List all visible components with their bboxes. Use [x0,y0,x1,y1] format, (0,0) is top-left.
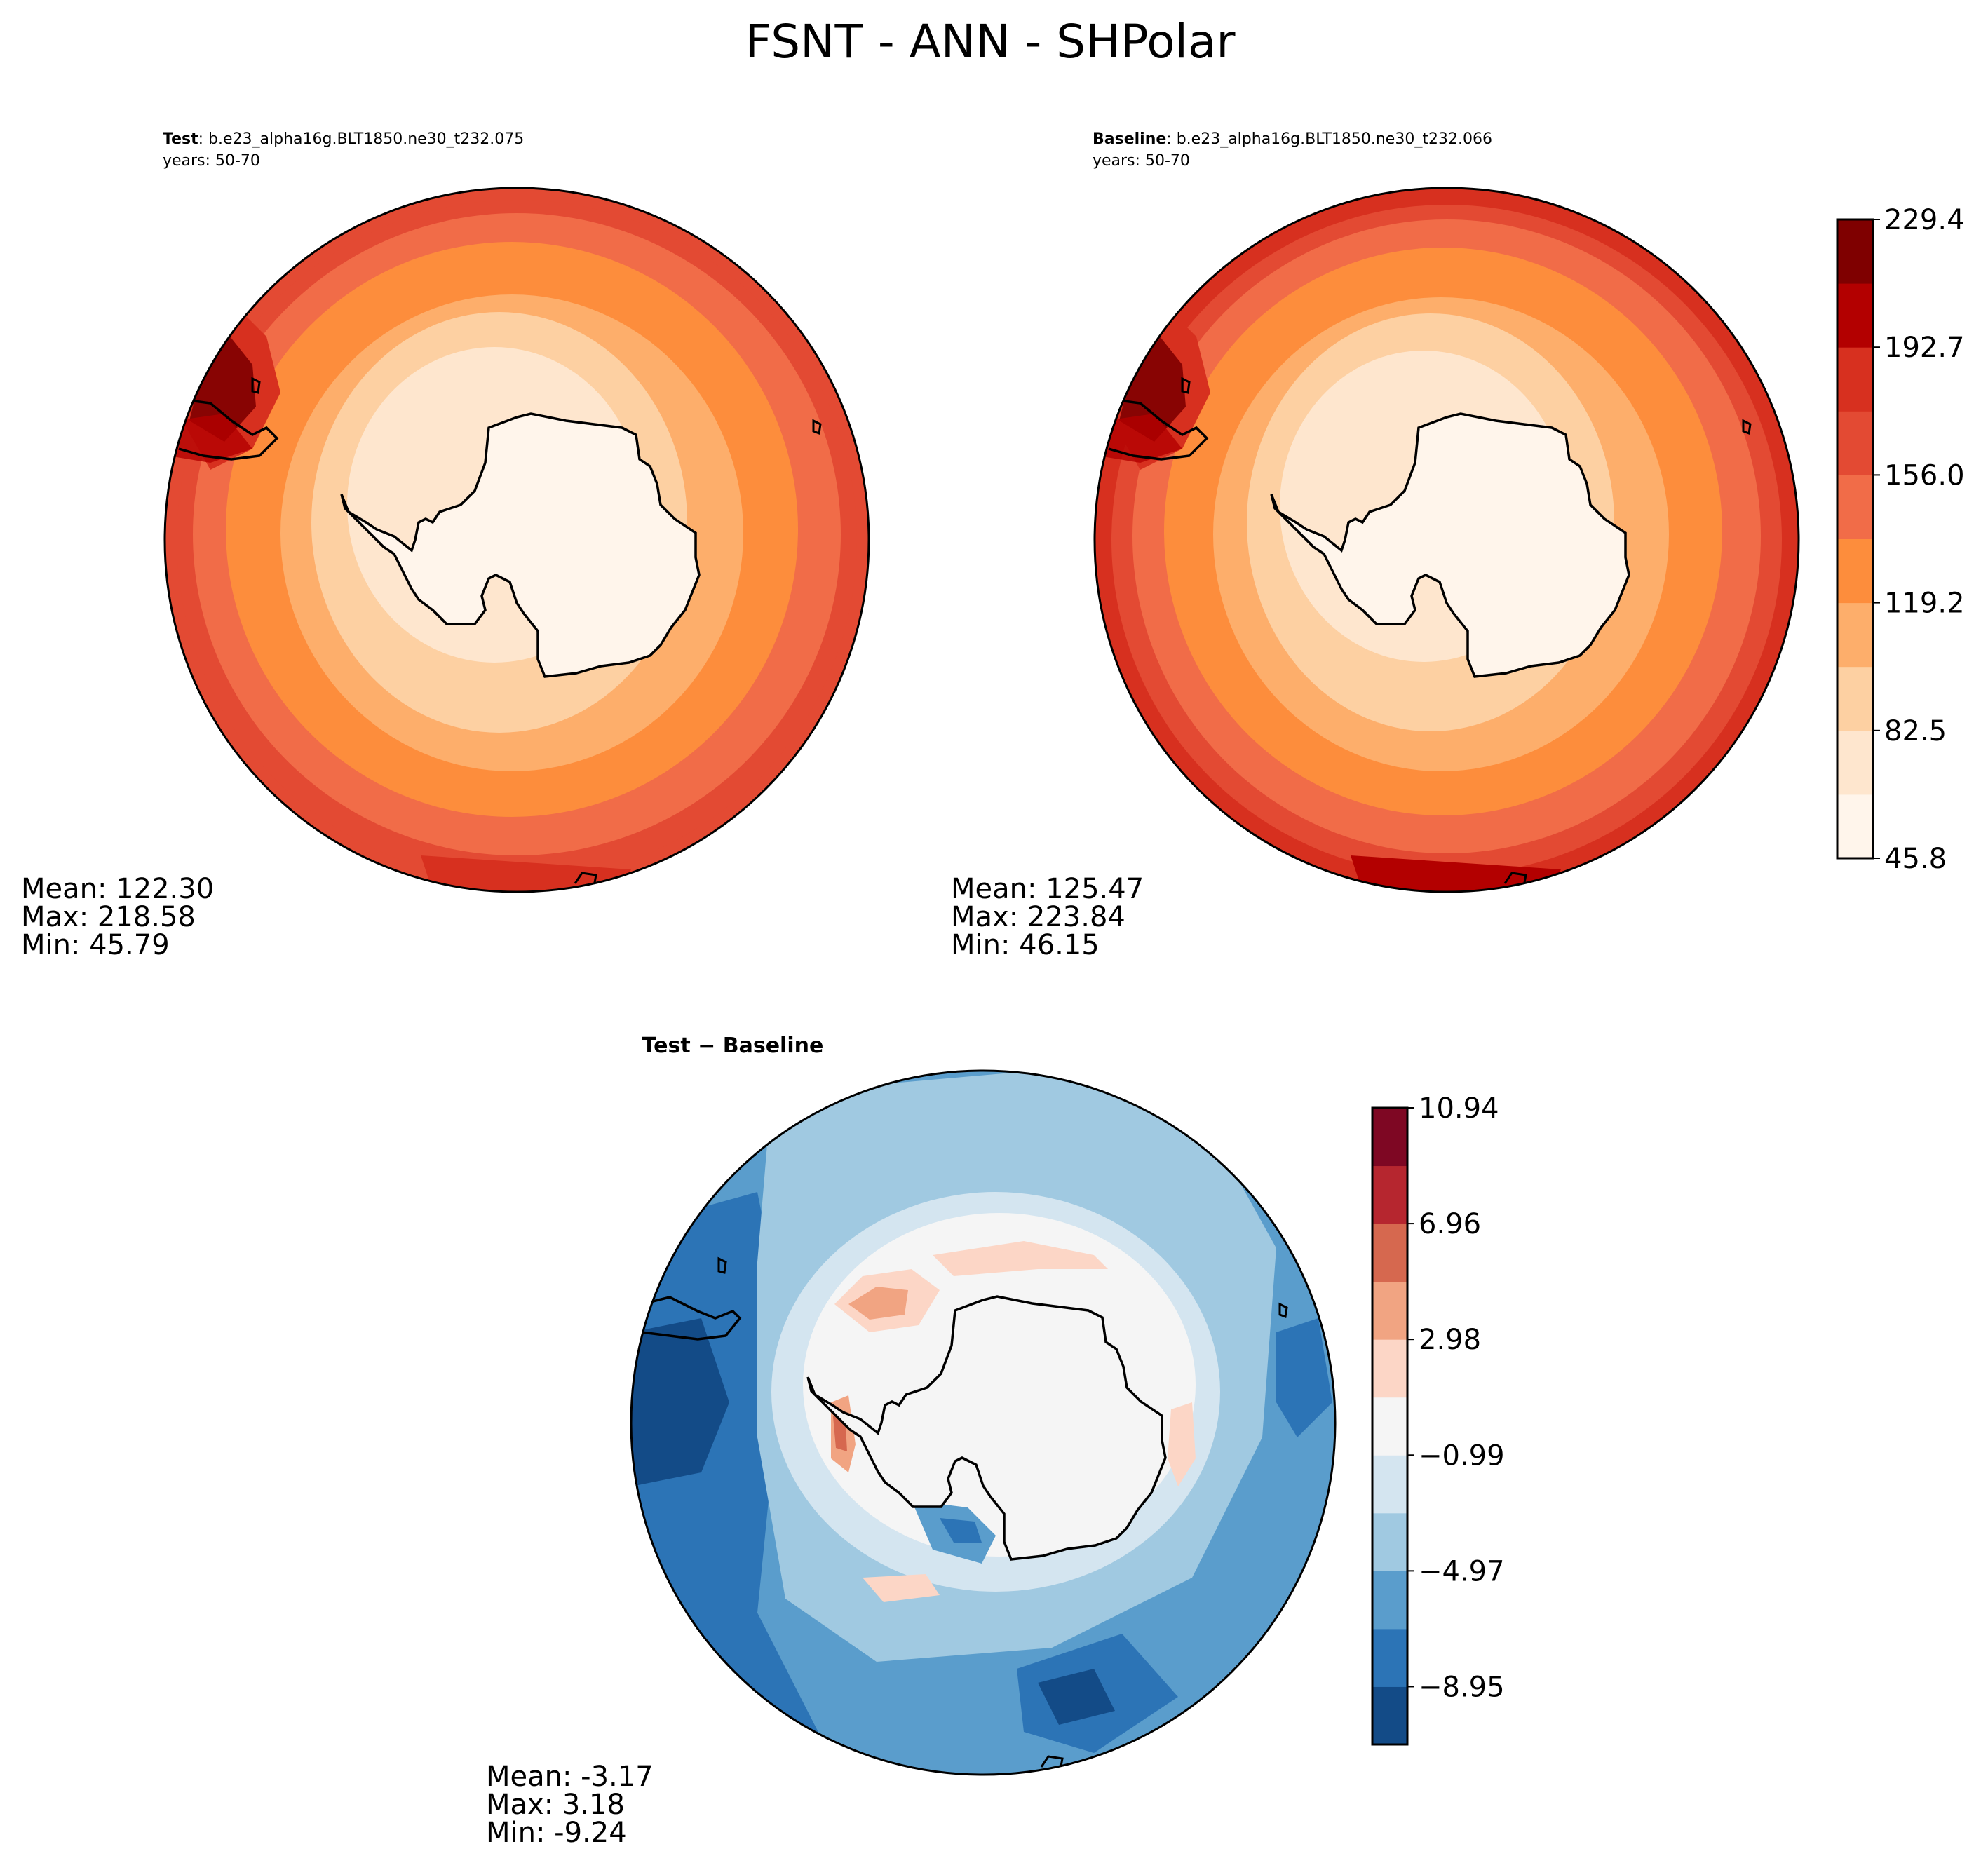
diff-colorbar: −8.95 −4.97 −0.99 2.98 6.96 10.94 [1371,1092,1505,1746]
colorbar-tick-label: 6.96 [1419,1208,1481,1240]
colorbar-segment [1837,219,1873,284]
colorbar-tick-label: 45.8 [1884,843,1947,875]
colorbar-segment [1372,1571,1407,1630]
diff-mean: Mean: -3.17 [486,1761,654,1793]
colorbar-tick-label: 2.98 [1419,1324,1481,1356]
baseline-map-border [1093,187,1800,893]
colorbar-tick-label: 192.7 [1884,332,1965,364]
figure-title: FSNT - ANN - SHPolar [745,15,1236,69]
colorbar-segment [1837,538,1873,604]
baseline-max: Max: 223.84 [951,901,1125,933]
colorbar-segment [1372,1686,1407,1745]
colorbar-tick-label: 229.4 [1884,204,1965,236]
colorbar-segment [1372,1281,1407,1340]
colorbar-tick-label: −4.97 [1419,1555,1505,1587]
colorbar-segment [1837,347,1873,412]
baseline-mean: Mean: 125.47 [951,873,1144,905]
test-mean: Mean: 122.30 [21,873,214,905]
test-map-border [163,187,870,893]
colorbar-segment [1837,602,1873,668]
test-panel: Test: b.e23_alpha16g.BLT1850.ne30_t232.0… [21,130,870,961]
colorbar-frame [1371,1106,1409,1746]
test-min: Min: 45.79 [21,929,170,961]
colorbar-segment [1372,1455,1407,1514]
colorbar-segment [1837,794,1873,859]
diff-panel-header: Test − Baseline [642,1034,824,1058]
colorbar-tick-label: 156.0 [1884,459,1965,492]
colorbar-tick-label: −0.99 [1419,1439,1505,1472]
colorbar-tick-label: 82.5 [1884,715,1947,747]
colorbar-segment [1372,1512,1407,1571]
diff-min: Min: -9.24 [486,1817,627,1849]
colorbar-segment [1372,1165,1407,1224]
colorbar-segment [1837,666,1873,731]
colorbar-segment [1837,411,1873,475]
diff-panel: Test − Baseline [486,1034,1337,1849]
colorbar-segment [1837,475,1873,539]
colorbar-segment [1372,1224,1407,1282]
test-panel-years: years: 50-70 [163,152,260,170]
field-colorbar: 45.8 82.5 119.2 156.0 192.7 229.4 [1836,204,1965,875]
diff-map-border [630,1069,1337,1776]
baseline-map [1095,188,1799,892]
colorbar-tick-label: 10.94 [1419,1092,1499,1125]
colorbar-segment [1372,1339,1407,1398]
colorbar-segment [1372,1397,1407,1456]
test-max: Max: 218.58 [21,901,196,933]
baseline-min: Min: 46.15 [951,929,1100,961]
test-map [165,188,869,892]
diff-max: Max: 3.18 [486,1789,625,1821]
colorbar-tick-label: 119.2 [1884,588,1965,620]
baseline-panel-header: Baseline: b.e23_alpha16g.BLT1850.ne30_t2… [1093,130,1492,148]
baseline-panel-years: years: 50-70 [1093,152,1190,170]
colorbar-segment [1837,283,1873,348]
diff-map [631,1071,1335,1775]
baseline-panel: Baseline: b.e23_alpha16g.BLT1850.ne30_t2… [951,130,1800,961]
test-panel-header: Test: b.e23_alpha16g.BLT1850.ne30_t232.0… [163,130,524,148]
colorbar-segment [1372,1108,1407,1167]
colorbar-frame [1836,218,1874,860]
colorbar-tick-label: −8.95 [1419,1671,1505,1703]
colorbar-segment [1372,1628,1407,1687]
colorbar-segment [1837,730,1873,795]
